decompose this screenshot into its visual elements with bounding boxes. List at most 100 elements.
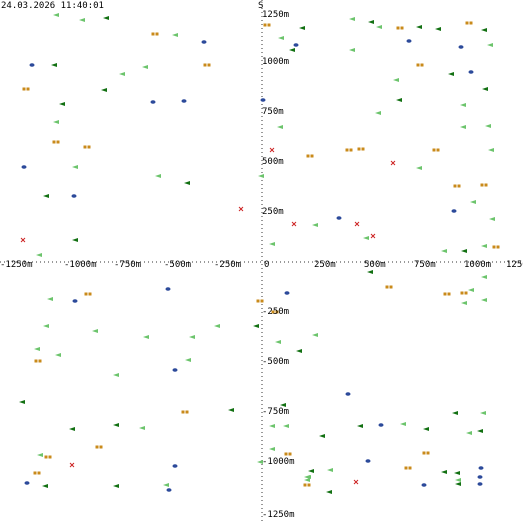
- light-green-arrow-icon: [481, 275, 487, 279]
- orange-pair-icon: [256, 299, 264, 303]
- blue-blip-icon: [72, 299, 78, 303]
- dark-green-arrow-icon: [326, 490, 332, 494]
- orange-pair-icon: [480, 183, 488, 187]
- light-green-arrow-icon: [72, 165, 78, 169]
- light-green-arrow-icon: [155, 174, 161, 178]
- light-green-arrow-icon: [400, 422, 406, 426]
- orange-pair-icon: [465, 21, 473, 25]
- dark-green-arrow-icon: [101, 88, 107, 92]
- orange-pair-icon: [271, 310, 279, 314]
- orange-pair-icon: [263, 23, 271, 27]
- light-green-arrow-icon: [53, 13, 59, 17]
- orange-pair-icon: [396, 26, 404, 30]
- dark-green-arrow-icon: [299, 26, 305, 30]
- orange-pair-icon: [84, 292, 92, 296]
- light-green-arrow-icon: [214, 324, 220, 328]
- orange-pair-icon: [385, 285, 393, 289]
- light-green-arrow-icon: [393, 78, 399, 82]
- light-green-arrow-icon: [269, 447, 275, 451]
- dark-green-arrow-icon: [482, 87, 488, 91]
- timestamp-label: 24.03.2026 11:40:01: [1, 1, 104, 11]
- blue-blip-icon: [172, 464, 178, 468]
- light-green-arrow-icon: [139, 426, 145, 430]
- light-green-arrow-icon: [304, 478, 310, 482]
- x-tick-label: 750m: [414, 260, 436, 270]
- orange-pair-icon: [345, 148, 353, 152]
- light-green-arrow-icon: [488, 148, 494, 152]
- light-green-arrow-icon: [92, 329, 98, 333]
- red-cross-icon: [390, 160, 396, 166]
- contact-layer: [19, 13, 500, 494]
- dark-green-arrow-icon: [69, 427, 75, 431]
- light-green-arrow-icon: [312, 223, 318, 227]
- orange-pair-icon: [443, 292, 451, 296]
- x-tick-label: -1250m: [0, 260, 33, 270]
- orange-pair-icon: [404, 466, 412, 470]
- blue-blip-icon: [21, 165, 27, 169]
- orange-pair-icon: [460, 291, 468, 295]
- x-tick-label: 250m: [314, 260, 336, 270]
- light-green-arrow-icon: [163, 483, 169, 487]
- blue-blip-icon: [421, 483, 427, 487]
- dark-green-arrow-icon: [280, 403, 286, 407]
- light-green-arrow-icon: [441, 249, 447, 253]
- orange-pair-icon: [44, 455, 52, 459]
- dark-green-arrow-icon: [51, 63, 57, 67]
- dark-green-arrow-icon: [59, 102, 65, 106]
- dark-green-arrow-icon: [461, 249, 467, 253]
- dark-green-arrow-icon: [103, 16, 109, 20]
- light-green-arrow-icon: [376, 25, 382, 29]
- light-green-arrow-icon: [480, 411, 486, 415]
- light-green-arrow-icon: [185, 358, 191, 362]
- orange-pair-icon: [432, 148, 440, 152]
- orange-pair-icon: [416, 63, 424, 67]
- dark-green-arrow-icon: [416, 25, 422, 29]
- blue-blip-icon: [284, 291, 290, 295]
- light-green-arrow-icon: [349, 17, 355, 21]
- orange-pair-icon: [181, 410, 189, 414]
- dark-green-arrow-icon: [435, 27, 441, 31]
- red-cross-icon: [353, 479, 359, 485]
- light-green-arrow-icon: [189, 335, 195, 339]
- dark-green-arrow-icon: [477, 429, 483, 433]
- light-green-arrow-icon: [460, 125, 466, 129]
- dark-green-arrow-icon: [423, 427, 429, 431]
- light-green-arrow-icon: [37, 453, 43, 457]
- x-tick-label: -500m: [164, 260, 192, 270]
- orange-pair-icon: [357, 147, 365, 151]
- y-tick-label: 1250m: [262, 10, 290, 20]
- y-tick-label: -500m: [262, 357, 290, 367]
- light-green-arrow-icon: [375, 111, 381, 115]
- light-green-arrow-icon: [468, 288, 474, 292]
- blue-blip-icon: [201, 40, 207, 44]
- light-green-arrow-icon: [481, 244, 487, 248]
- dark-green-arrow-icon: [448, 72, 454, 76]
- blue-blip-icon: [166, 488, 172, 492]
- dark-green-arrow-icon: [43, 194, 49, 198]
- blue-blip-icon: [478, 466, 484, 470]
- light-green-arrow-icon: [312, 333, 318, 337]
- dark-green-arrow-icon: [319, 434, 325, 438]
- dark-green-arrow-icon: [42, 484, 48, 488]
- blue-blip-icon: [336, 216, 342, 220]
- light-green-arrow-icon: [470, 200, 476, 204]
- y-tick-label: 250m: [262, 207, 284, 217]
- x-tick-label: 1250m: [506, 260, 523, 270]
- light-green-arrow-icon: [278, 36, 284, 40]
- y-tick-label: 750m: [262, 107, 284, 117]
- orange-pair-icon: [52, 140, 60, 144]
- blue-blip-icon: [345, 392, 351, 396]
- red-cross-icon: [69, 462, 75, 468]
- light-green-arrow-icon: [277, 125, 283, 129]
- red-cross-icon: [291, 221, 297, 227]
- orange-pair-icon: [151, 32, 159, 36]
- y-tick-label: -1250m: [262, 510, 295, 520]
- orange-pair-icon: [22, 87, 30, 91]
- red-cross-icon: [269, 147, 275, 153]
- light-green-arrow-icon: [327, 468, 333, 472]
- light-green-arrow-icon: [283, 424, 289, 428]
- blue-blip-icon: [458, 45, 464, 49]
- y-tick-label: -250m: [262, 307, 290, 317]
- light-green-arrow-icon: [258, 174, 264, 178]
- light-green-arrow-icon: [53, 120, 59, 124]
